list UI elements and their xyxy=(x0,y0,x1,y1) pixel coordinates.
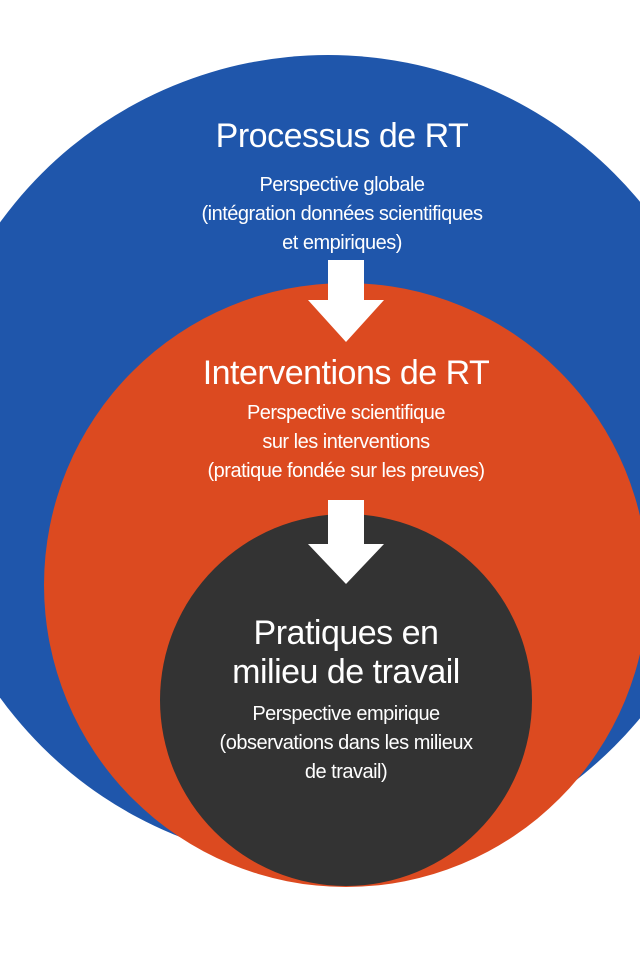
down-arrow-icon xyxy=(308,500,384,584)
inner-circle-title-line: milieu de travail xyxy=(232,653,460,691)
inner-subtitle-line: de travail) xyxy=(304,761,388,783)
middle-subtitle-line: Perspective scientifique xyxy=(246,402,446,424)
inner-subtitle-line: (observations dans les milieux xyxy=(219,732,473,754)
inner-circle-pratiques xyxy=(160,514,532,886)
outer-circle-subtitle: Perspective globale (intégration données… xyxy=(22,171,640,258)
outer-circle-title: Processus de RT xyxy=(215,117,469,155)
inner-circle-subtitle: Perspective empirique (observations dans… xyxy=(26,700,640,787)
middle-circle-subtitle: Perspective scientifique sur les interve… xyxy=(26,399,640,486)
outer-subtitle-line: (intégration données scientifiques xyxy=(201,203,483,225)
inner-subtitle-line: Perspective empirique xyxy=(252,703,440,725)
inner-circle-title-line: Pratiques en xyxy=(253,614,439,652)
middle-subtitle-line: (pratique fondée sur les preuves) xyxy=(207,460,486,482)
middle-circle-title: Interventions de RT xyxy=(202,354,490,392)
down-arrow-icon xyxy=(308,260,384,342)
outer-subtitle-line: Perspective globale xyxy=(259,174,425,196)
outer-subtitle-line: et empiriques) xyxy=(282,232,402,254)
middle-subtitle-line: sur les interventions xyxy=(262,431,430,453)
